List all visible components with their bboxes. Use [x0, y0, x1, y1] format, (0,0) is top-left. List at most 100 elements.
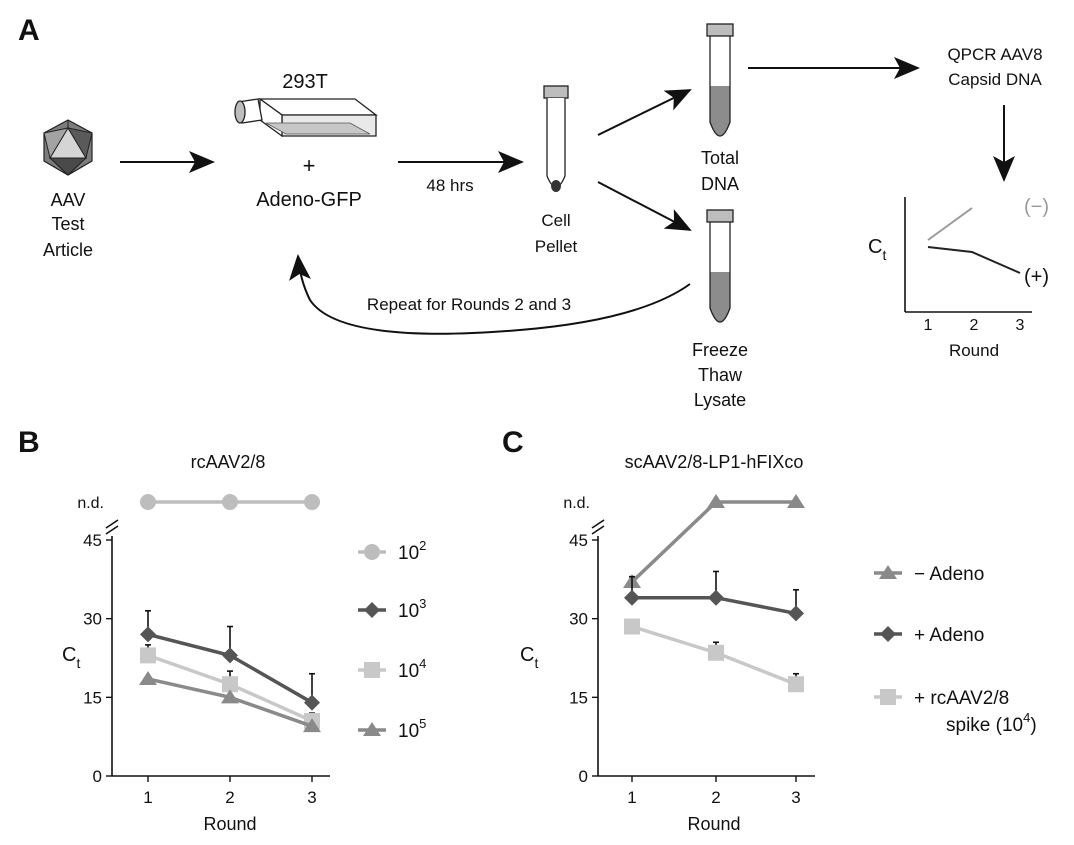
total-dna-line-1: Total [701, 148, 739, 168]
legend-label: 102 [398, 538, 426, 564]
data-point [304, 494, 320, 510]
y-break-label: n.d. [563, 495, 590, 512]
lysate-line-1: Freeze [692, 340, 748, 360]
data-point [707, 494, 725, 508]
inset-tick-3: 3 [1016, 317, 1025, 334]
data-point [140, 626, 156, 643]
series-1 [140, 609, 320, 711]
series-2 [624, 618, 804, 693]
y-tick-label: 15 [569, 688, 588, 707]
series-2 [140, 644, 320, 729]
data-point [139, 670, 157, 685]
data-point [624, 618, 640, 635]
inset-xlabel: Round [949, 341, 999, 360]
legend-marker [880, 689, 896, 705]
lysate-tube-icon [706, 209, 734, 323]
y-tick-label: 30 [569, 610, 588, 629]
data-point [303, 718, 321, 733]
inset-tick-2: 2 [970, 317, 979, 334]
qpcr-line-2: Capsid DNA [948, 70, 1042, 89]
legend-item-2: 104 [358, 656, 426, 682]
data-point [624, 589, 640, 606]
data-point [140, 647, 156, 664]
axis-break-mark [105, 519, 119, 529]
data-point [788, 605, 804, 622]
inset-schematic-plot [904, 197, 1032, 313]
repeat-label: Repeat for Rounds 2 and 3 [367, 295, 571, 314]
inset-ylabel: Ct [868, 236, 886, 263]
axis-break-mark [591, 519, 605, 529]
series-line [630, 500, 796, 584]
data-point [708, 644, 724, 661]
x-tick-label: 2 [225, 788, 234, 807]
data-point [221, 689, 239, 704]
aav-label-line-1: AAV [51, 190, 86, 210]
data-point [140, 494, 156, 510]
data-point [304, 694, 320, 711]
y-tick-label: 0 [93, 767, 102, 786]
incubation-label: 48 hrs [426, 176, 473, 195]
panel-a-label: A [18, 14, 40, 47]
legend-label: 103 [398, 596, 426, 622]
inset-negative-line [927, 207, 973, 241]
aav-label-line-3: Article [43, 240, 93, 260]
legend-marker [364, 602, 380, 618]
y-tick-label: 45 [83, 531, 102, 550]
legend-marker [364, 662, 380, 678]
arrow-to-total-dna [597, 89, 692, 136]
arrow-to-lysate [597, 181, 692, 231]
legend-label: + rcAAV2/8 [914, 688, 1009, 709]
series-1 [624, 570, 804, 622]
x-axis-label: Round [203, 814, 256, 834]
x-tick-label: 1 [143, 788, 152, 807]
inset-pos-label: (+) [1024, 266, 1049, 288]
legend-item-0: − Adeno [874, 564, 984, 585]
legend-item-1: 103 [358, 596, 426, 622]
legend-item-3: 105 [358, 716, 426, 742]
legend-marker [364, 544, 380, 560]
data-point [222, 676, 238, 693]
pellet-label-line-1: Cell [541, 211, 570, 230]
legend-label: 105 [398, 716, 426, 742]
culture-flask-icon [234, 97, 378, 138]
total-dna-tube-icon [706, 23, 734, 137]
x-axis-label: Round [687, 814, 740, 834]
legend-item-0: 102 [358, 538, 426, 564]
y-tick-label: 30 [83, 610, 102, 629]
axis-break-mark [591, 525, 605, 535]
series-3 [139, 670, 321, 733]
legend-label: 104 [398, 656, 426, 682]
aav-label-line-2: Test [51, 214, 84, 234]
inset-tick-1: 1 [924, 317, 933, 334]
legend-label: + Adeno [914, 625, 984, 646]
y-tick-label: 15 [83, 688, 102, 707]
y-tick-label: 45 [569, 531, 588, 550]
legend-marker [879, 565, 897, 579]
legend-label-line-2: spike (104) [946, 710, 1037, 736]
series-0 [623, 494, 805, 588]
x-tick-label: 3 [791, 788, 800, 807]
pellet-label-line-2: Pellet [535, 237, 578, 256]
legend-item-1: + Adeno [874, 625, 984, 646]
y-break-label: n.d. [77, 495, 104, 512]
axis-break-mark [105, 525, 119, 535]
data-point [708, 589, 724, 606]
lysate-line-3: Lysate [694, 390, 746, 410]
cell-line-label: 293T [282, 71, 328, 93]
adeno-gfp-label: Adeno-GFP [256, 189, 362, 211]
x-tick-label: 2 [711, 788, 720, 807]
repeat-loop-arrow [289, 254, 691, 335]
y-tick-label: 0 [579, 767, 588, 786]
chart-title: rcAAV2/8 [191, 452, 266, 472]
chart-title: scAAV2/8-LP1-hFIXco [625, 452, 804, 472]
data-point [222, 647, 238, 664]
data-point [787, 494, 805, 508]
pellet-tube-icon [543, 85, 569, 192]
panel-label: B [18, 426, 40, 459]
legend-label: − Adeno [914, 564, 984, 585]
inset-positive-line [927, 246, 1021, 274]
